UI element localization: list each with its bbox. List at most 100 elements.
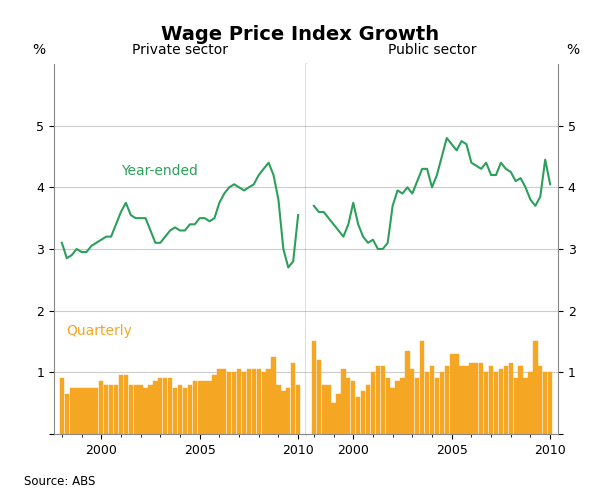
Bar: [430, 366, 434, 434]
Bar: [153, 382, 158, 434]
Bar: [395, 382, 400, 434]
Bar: [341, 369, 346, 434]
Bar: [474, 363, 478, 434]
Bar: [99, 382, 103, 434]
Bar: [361, 390, 365, 434]
Text: %: %: [566, 43, 580, 57]
Bar: [163, 379, 167, 434]
Bar: [281, 390, 286, 434]
Bar: [65, 394, 69, 434]
Bar: [518, 366, 523, 434]
Bar: [410, 369, 415, 434]
Bar: [104, 385, 109, 434]
Bar: [351, 382, 355, 434]
Bar: [523, 379, 527, 434]
Bar: [217, 369, 221, 434]
Bar: [528, 372, 533, 434]
Bar: [312, 341, 316, 434]
Bar: [202, 382, 207, 434]
Bar: [415, 379, 419, 434]
Text: Quarterly: Quarterly: [66, 324, 131, 338]
Bar: [197, 382, 202, 434]
Bar: [469, 363, 473, 434]
Bar: [128, 385, 133, 434]
Bar: [134, 385, 138, 434]
Bar: [420, 341, 424, 434]
Bar: [346, 379, 350, 434]
Bar: [232, 372, 236, 434]
Bar: [291, 363, 295, 434]
Bar: [326, 385, 331, 434]
Bar: [262, 372, 266, 434]
Bar: [489, 366, 493, 434]
Bar: [183, 387, 187, 434]
Bar: [425, 372, 429, 434]
Bar: [286, 387, 290, 434]
Bar: [193, 382, 197, 434]
Bar: [322, 385, 326, 434]
Bar: [494, 372, 498, 434]
Bar: [503, 366, 508, 434]
Bar: [79, 387, 84, 434]
Bar: [227, 372, 232, 434]
Bar: [380, 366, 385, 434]
Bar: [222, 369, 226, 434]
Bar: [94, 387, 98, 434]
Bar: [509, 363, 513, 434]
Bar: [119, 375, 123, 434]
Bar: [548, 372, 552, 434]
Bar: [514, 379, 518, 434]
Text: Private sector: Private sector: [132, 43, 228, 57]
Bar: [543, 372, 547, 434]
Bar: [212, 375, 217, 434]
Bar: [158, 379, 163, 434]
Bar: [276, 385, 281, 434]
Text: Year-ended: Year-ended: [121, 164, 198, 178]
Text: Public sector: Public sector: [388, 43, 476, 57]
Bar: [247, 369, 251, 434]
Bar: [271, 357, 275, 434]
Bar: [405, 351, 410, 434]
Bar: [366, 385, 370, 434]
Bar: [454, 354, 459, 434]
Bar: [538, 366, 542, 434]
Bar: [400, 379, 404, 434]
Bar: [237, 369, 241, 434]
Bar: [376, 366, 380, 434]
Bar: [139, 385, 143, 434]
Text: Wage Price Index Growth: Wage Price Index Growth: [161, 25, 439, 44]
Bar: [124, 375, 128, 434]
Bar: [114, 385, 118, 434]
Bar: [445, 366, 449, 434]
Bar: [460, 366, 464, 434]
Text: %: %: [32, 43, 46, 57]
Bar: [499, 369, 503, 434]
Bar: [188, 385, 192, 434]
Bar: [440, 372, 444, 434]
Bar: [60, 379, 64, 434]
Bar: [296, 385, 300, 434]
Text: Source: ABS: Source: ABS: [24, 475, 95, 488]
Bar: [533, 341, 538, 434]
Bar: [435, 379, 439, 434]
Bar: [464, 366, 469, 434]
Bar: [70, 387, 74, 434]
Bar: [173, 387, 177, 434]
Bar: [479, 363, 484, 434]
Bar: [168, 379, 172, 434]
Bar: [449, 354, 454, 434]
Bar: [317, 360, 321, 434]
Bar: [242, 372, 246, 434]
Bar: [109, 385, 113, 434]
Bar: [89, 387, 94, 434]
Bar: [257, 369, 261, 434]
Bar: [178, 385, 182, 434]
Bar: [386, 379, 390, 434]
Bar: [148, 385, 152, 434]
Bar: [356, 397, 361, 434]
Bar: [251, 369, 256, 434]
Bar: [266, 369, 271, 434]
Bar: [371, 372, 375, 434]
Bar: [85, 387, 89, 434]
Bar: [331, 403, 336, 434]
